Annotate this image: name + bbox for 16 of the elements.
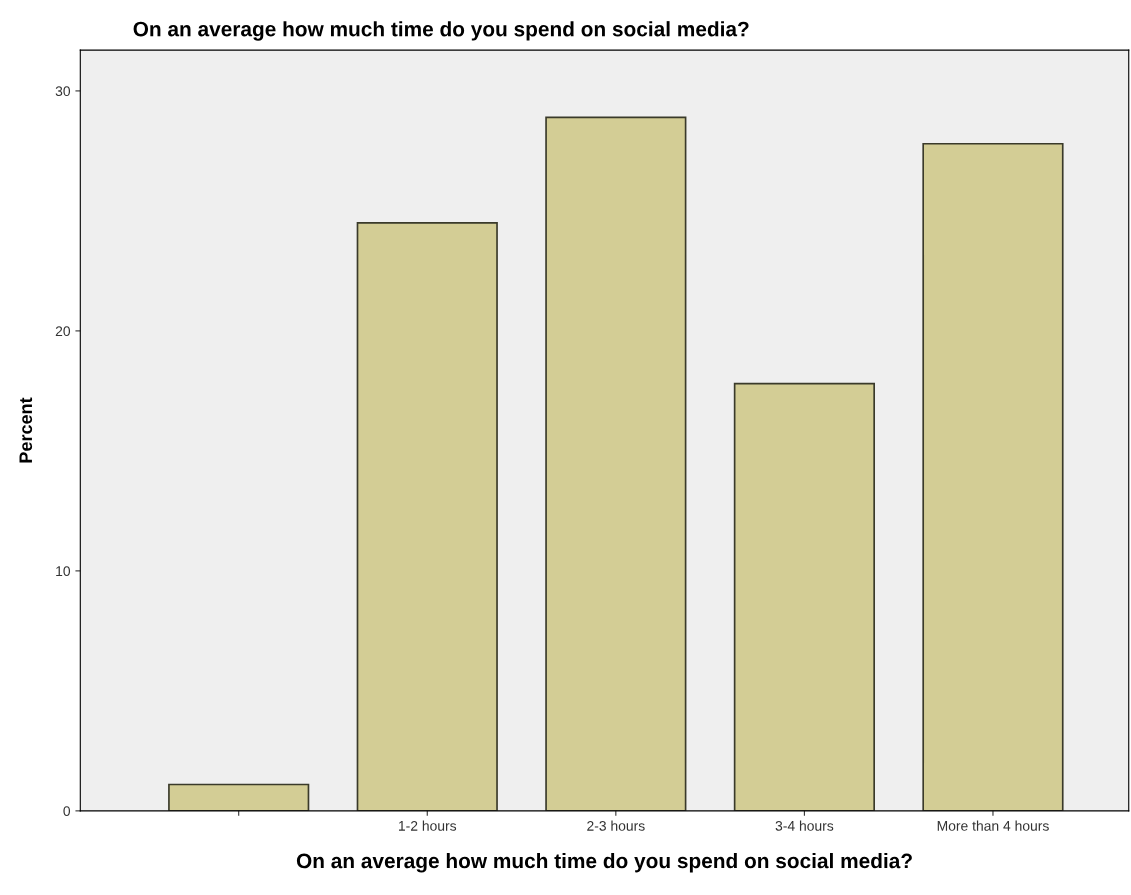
y-tick-label: 20 xyxy=(55,326,71,337)
bar xyxy=(545,116,687,811)
y-tick-label: 0 xyxy=(63,806,71,817)
x-tick-label: 1-2 hours xyxy=(398,820,457,831)
bar xyxy=(922,142,1064,811)
x-tick-label: More than 4 hours xyxy=(937,820,1049,831)
bar xyxy=(733,382,876,811)
y-tick-label: 30 xyxy=(55,86,71,97)
x-tick-label: 2-3 hours xyxy=(587,820,645,831)
bar xyxy=(168,783,310,811)
y-axis-title: Percent xyxy=(19,397,33,463)
chart-title: On an average how much time do you spend on social media? xyxy=(133,21,749,41)
y-tick-label: 10 xyxy=(56,566,71,577)
bar xyxy=(356,222,498,811)
x-axis-title: On an average how much time do you spend on social media? xyxy=(296,852,912,873)
x-tick-label: 3-4 hours xyxy=(775,820,834,831)
